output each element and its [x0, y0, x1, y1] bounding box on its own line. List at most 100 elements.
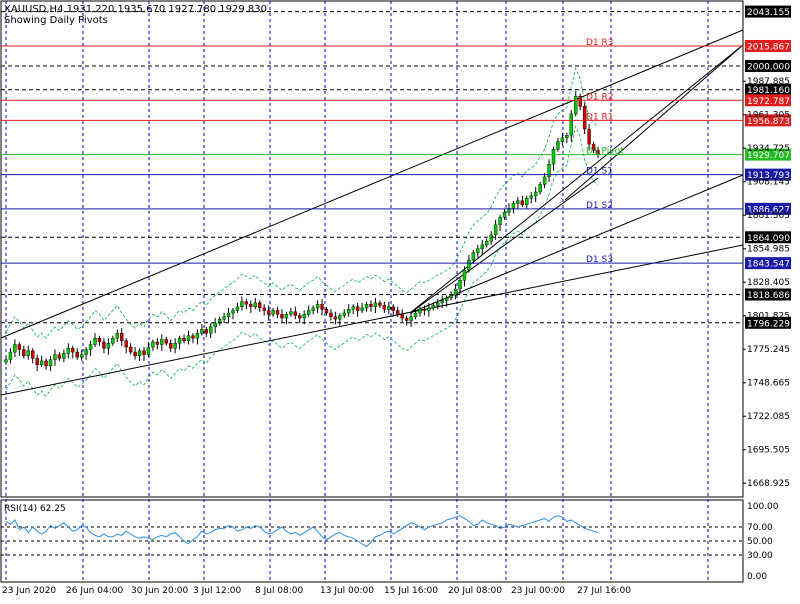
candle-body — [164, 339, 168, 344]
candle-body — [498, 217, 502, 225]
candle-body — [560, 137, 565, 142]
candle-body — [404, 317, 409, 321]
candle-body — [26, 350, 30, 357]
rsi-level-label: 30.00 — [747, 551, 773, 561]
time-axis-label: 23 Jul 00:00 — [511, 586, 565, 596]
candle-body — [436, 302, 440, 306]
candle-body — [360, 307, 364, 311]
candle-body — [413, 312, 418, 317]
candle-body — [538, 184, 542, 193]
rsi-level-label: 100.00 — [747, 502, 779, 512]
level-price-label: 1843.547 — [747, 260, 790, 270]
candle-body — [146, 346, 151, 355]
candle-body — [574, 96, 578, 115]
time-axis-label: 27 Jul 16:00 — [577, 586, 631, 596]
time-axis-label: 26 Jun 04:00 — [66, 586, 123, 596]
candle-body — [565, 135, 569, 139]
trend-line — [409, 177, 599, 314]
trend-line — [0, 244, 744, 396]
candle-body — [266, 310, 271, 315]
candle-body — [280, 314, 284, 319]
price-tick-label: 1934.725 — [747, 144, 790, 154]
candle-body — [62, 353, 66, 359]
candle-body — [338, 315, 342, 320]
candle-body — [231, 310, 235, 314]
price-tick-label: 1854.985 — [747, 245, 790, 255]
price-tick-label: 1695.505 — [747, 446, 790, 456]
candle-body — [431, 305, 436, 309]
candle-body — [160, 339, 164, 345]
candle-body — [182, 338, 186, 341]
candle-body — [315, 303, 320, 309]
candle-body — [333, 316, 338, 320]
candle-body — [511, 203, 516, 209]
candle-body — [502, 211, 507, 218]
candle-body — [240, 301, 244, 307]
rsi-level-label: 50.00 — [747, 537, 773, 547]
candle-body — [31, 350, 35, 359]
price-tick-label: 1908.145 — [747, 178, 790, 188]
candle-body — [480, 244, 484, 249]
level-price-box — [745, 316, 791, 329]
candle-body — [133, 351, 137, 357]
candle-body — [204, 329, 209, 334]
candle-body — [271, 310, 275, 315]
price-tick-label: 1748.665 — [747, 379, 790, 389]
candle-body — [8, 351, 13, 360]
candle-body — [311, 307, 315, 311]
time-axis-label: 15 Jul 16:00 — [384, 586, 438, 596]
candle-body — [373, 302, 378, 307]
candle-body — [444, 297, 449, 301]
candle-body — [39, 360, 44, 365]
candle-body — [88, 344, 93, 350]
candle-body — [213, 322, 217, 328]
candle-body — [382, 305, 387, 310]
candle-body — [489, 234, 493, 242]
rsi-label: RSI(14) 62.25 — [4, 504, 66, 514]
pivot-name-label: D1 R1 — [586, 112, 614, 122]
level-price-box — [745, 202, 791, 215]
candle-body — [191, 335, 195, 339]
level-price-label: 1913.793 — [747, 171, 790, 181]
candle-body — [93, 338, 97, 345]
candle-body — [222, 316, 226, 320]
chart-header-symbol: XAUUSD,H4 1931.220 1935.670 1927.780 192… — [4, 4, 267, 15]
level-price-box — [745, 5, 791, 18]
candle-body — [395, 310, 400, 315]
candle-body — [142, 350, 146, 355]
candle-body — [449, 295, 453, 299]
level-price-label: 1981.160 — [747, 86, 790, 96]
price-tick-label: 1668.925 — [747, 479, 790, 489]
candle-body — [400, 314, 404, 319]
candle-body — [364, 303, 369, 309]
candle-body — [124, 340, 128, 348]
candle-body — [57, 354, 62, 359]
chart-header-subtitle: Showing Daily Pivots — [4, 15, 108, 26]
candle-body — [471, 252, 476, 261]
pivot-name-label: D1 Pivot — [586, 147, 624, 157]
candle-body — [418, 309, 422, 314]
level-price-box — [745, 94, 791, 107]
time-axis-label: 8 Jul 08:00 — [255, 586, 304, 596]
candle-body — [200, 329, 204, 334]
trend-line — [409, 174, 744, 314]
price-tick-label: 1801.825 — [747, 312, 790, 322]
candle-body — [529, 195, 533, 199]
candle-body — [324, 309, 329, 314]
level-price-box — [745, 59, 791, 72]
candle-body — [387, 306, 391, 310]
candle-body — [209, 326, 213, 334]
candle-body — [195, 332, 200, 339]
time-axis-label: 13 Jul 00:00 — [320, 586, 374, 596]
candle-body — [4, 359, 8, 363]
candle-body — [71, 348, 75, 353]
time-axis-label: 3 Jul 12:00 — [193, 586, 242, 596]
level-price-box — [745, 257, 791, 270]
candle-body — [298, 315, 302, 319]
candle-body — [111, 338, 115, 344]
candle-body — [249, 303, 253, 307]
rsi-level-label: 70.00 — [747, 523, 773, 533]
candle-body — [44, 360, 48, 367]
time-axis-label: 23 Jun 2020 — [2, 586, 56, 596]
price-tick-label: 1722.085 — [747, 412, 790, 422]
